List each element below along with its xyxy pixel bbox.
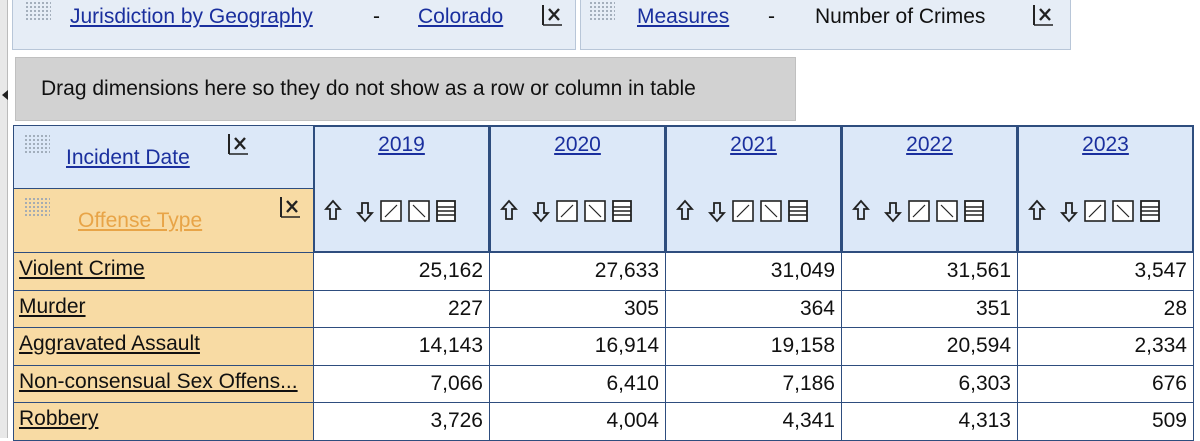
value-cell: 3,726: [313, 402, 490, 441]
value-cell: 25,162: [313, 252, 490, 291]
value-cell: 27,633: [489, 252, 666, 291]
value-cell: 676: [1017, 364, 1194, 403]
value-cell: 4,004: [489, 402, 666, 441]
value-cell: 31,049: [665, 252, 842, 291]
value-cell: 2,334: [1017, 327, 1194, 366]
sort-tools[interactable]: [1027, 197, 1194, 225]
column-label[interactable]: 2019: [378, 133, 425, 156]
row-label-cell: Murder: [13, 289, 314, 328]
row-label[interactable]: Robbery: [19, 407, 99, 430]
row-label-cell: Violent Crime: [13, 252, 314, 291]
drop-zone: Drag dimensions here so they do not show…: [15, 57, 796, 121]
value-cell: 31,561: [841, 252, 1018, 291]
sort-tools[interactable]: [323, 197, 490, 225]
value-cell: 3,547: [1017, 252, 1194, 291]
value-cell: 7,066: [313, 364, 490, 403]
row-label-cell: Aggravated Assault: [13, 327, 314, 366]
column-header: 2020: [489, 125, 666, 253]
tool-icons[interactable]: [851, 197, 1018, 231]
value-cell: 227: [313, 289, 490, 328]
grip: [24, 197, 50, 217]
row-dimension[interactable]: Offense Type: [78, 209, 203, 232]
value-cell: 28: [1017, 289, 1194, 328]
close-icon[interactable]: [540, 3, 566, 35]
value-cell: 20,594: [841, 327, 1018, 366]
value-cell: 19,158: [665, 327, 842, 366]
grip: [24, 134, 50, 154]
row-label[interactable]: Violent Crime: [19, 257, 145, 280]
column-dimension[interactable]: Incident Date: [66, 146, 190, 169]
row-label[interactable]: Aggravated Assault: [19, 332, 200, 355]
sort-tools[interactable]: [499, 197, 666, 225]
row-label-cell: Robbery: [13, 402, 314, 441]
tool-icons[interactable]: [675, 197, 842, 231]
column-header: 2021: [665, 125, 842, 253]
column-label[interactable]: 2021: [730, 133, 777, 156]
close-glyph[interactable]: [226, 132, 252, 158]
column-header: 2023: [1017, 125, 1194, 253]
filter-label[interactable]: Measures: [637, 5, 730, 28]
close-glyph[interactable]: [540, 3, 566, 29]
column-dimension-cell: Incident Date: [13, 125, 314, 189]
grip: [589, 1, 615, 21]
row-dimension-cell: Offense Type: [13, 188, 314, 253]
close-icon[interactable]: [278, 195, 304, 227]
filter-box: Jurisdiction by Geography - Colorado: [12, 0, 576, 50]
value-cell: 6,303: [841, 364, 1018, 403]
collapse-arrow[interactable]: [1, 88, 9, 102]
sort-tools[interactable]: [851, 197, 1018, 225]
filter-separator: -: [373, 5, 380, 28]
row-label[interactable]: Murder: [19, 294, 86, 318]
filter-value[interactable]: Colorado: [418, 5, 504, 28]
row-label[interactable]: Non-consensual Sex Offens...: [19, 369, 298, 393]
value-cell: 16,914: [489, 327, 666, 366]
tool-icons[interactable]: [323, 197, 490, 231]
close-icon[interactable]: [226, 132, 252, 164]
value-cell: 364: [665, 289, 842, 328]
column-label[interactable]: 2023: [1082, 133, 1129, 156]
sort-tools[interactable]: [675, 197, 842, 225]
column-header: 2022: [841, 125, 1018, 253]
row-label-cell: Non-consensual Sex Offens...: [13, 364, 314, 403]
column-header: 2019: [313, 125, 490, 253]
value-cell: 4,313: [841, 402, 1018, 441]
value-cell: 305: [489, 289, 666, 328]
column-label[interactable]: 2020: [554, 133, 601, 156]
filter-value: Number of Crimes: [815, 5, 986, 28]
value-cell: 509: [1017, 402, 1194, 441]
filter-box: Measures - Number of Crimes: [580, 0, 1071, 50]
left-rail: [0, 0, 8, 438]
grip: [25, 1, 51, 21]
column-label[interactable]: 2022: [906, 133, 953, 156]
tool-icons[interactable]: [1027, 197, 1194, 231]
close-glyph[interactable]: [278, 195, 304, 221]
value-cell: 14,143: [313, 327, 490, 366]
value-cell: 351: [841, 289, 1018, 328]
close-glyph[interactable]: [1031, 3, 1057, 29]
close-icon[interactable]: [1031, 3, 1057, 35]
filter-separator: -: [768, 5, 775, 28]
drop-zone-text: Drag dimensions here so they do not show…: [41, 77, 696, 100]
value-cell: 4,341: [665, 402, 842, 441]
filter-label[interactable]: Jurisdiction by Geography: [70, 5, 313, 28]
value-cell: 7,186: [665, 364, 842, 403]
value-cell: 6,410: [489, 364, 666, 403]
tool-icons[interactable]: [499, 197, 666, 231]
